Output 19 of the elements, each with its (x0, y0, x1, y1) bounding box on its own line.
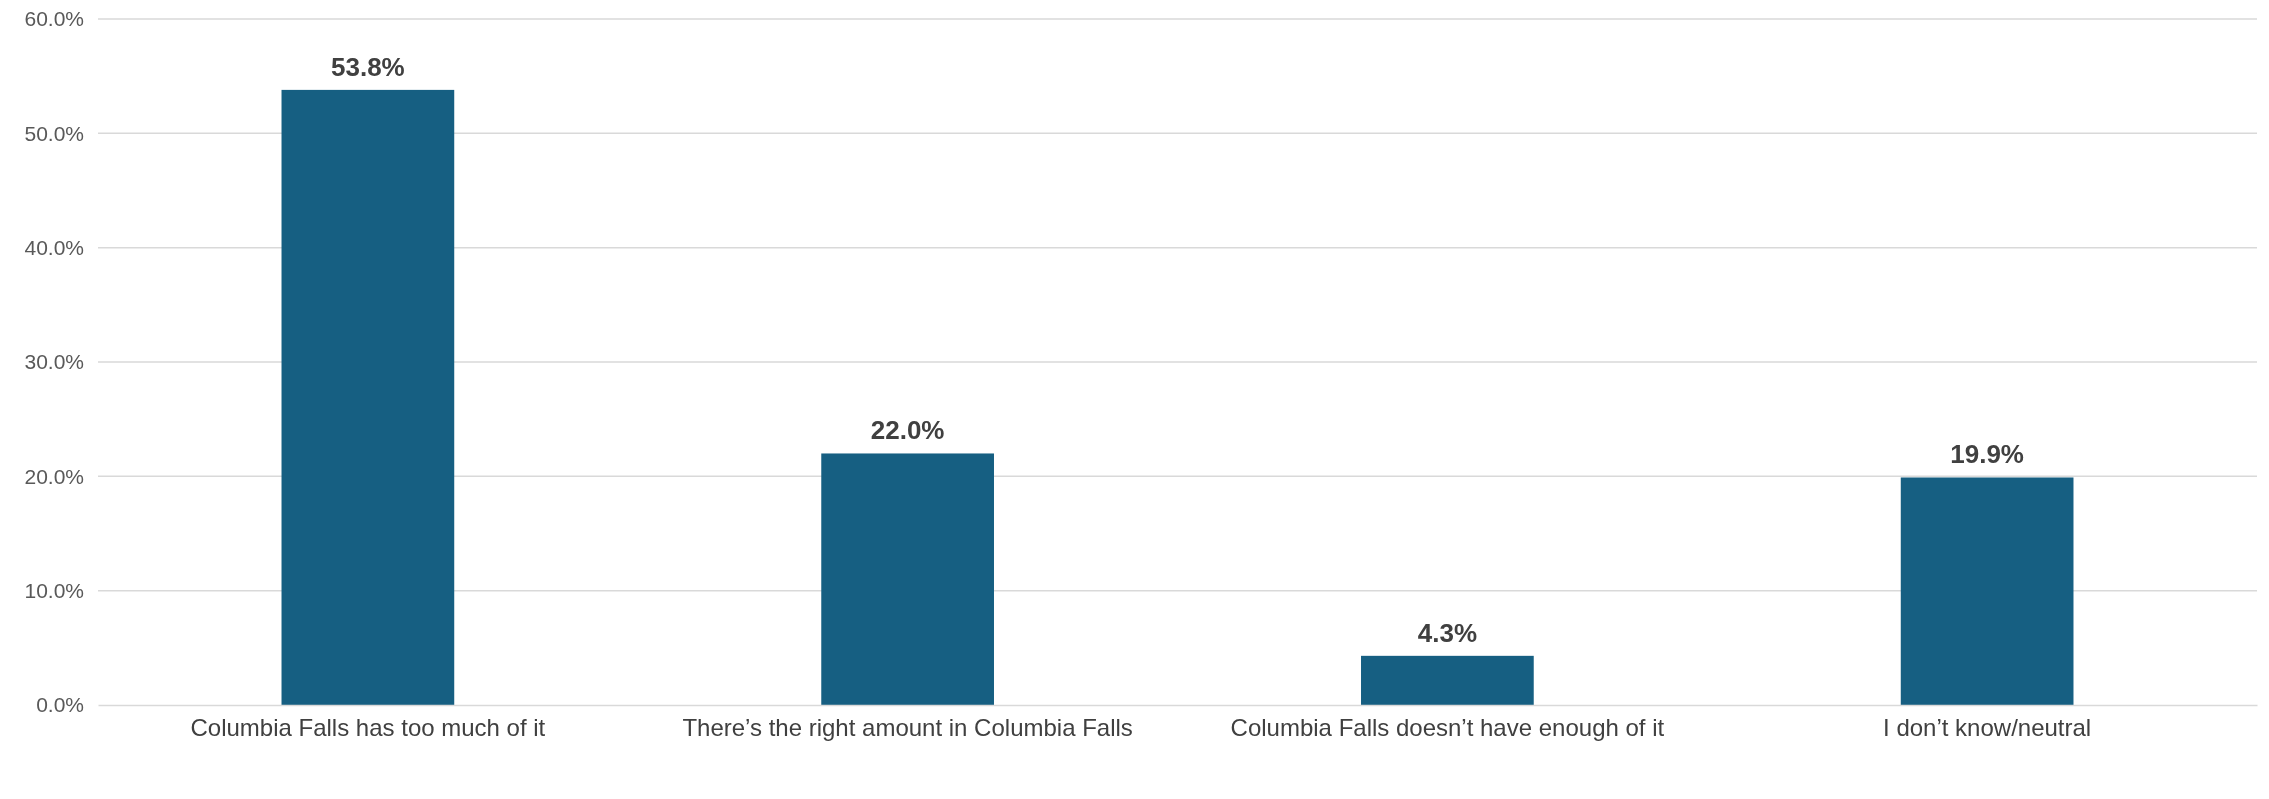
y-tick-label: 10.0% (24, 578, 84, 602)
data-label: 22.0% (870, 415, 945, 446)
x-tick-label: Columbia Falls has too much of it (190, 714, 546, 742)
y-tick-label: 50.0% (24, 121, 84, 145)
y-tick-label: 40.0% (24, 235, 84, 259)
y-tick-label: 0.0% (36, 693, 84, 717)
y-tick-label: 20.0% (24, 464, 84, 488)
bar (281, 89, 455, 705)
bar (821, 453, 994, 705)
y-tick-label: 30.0% (24, 350, 84, 374)
bar (1900, 477, 2074, 705)
y-tick-label: 60.0% (24, 7, 84, 31)
x-tick-label: Columbia Falls doesn’t have enough of it (1230, 714, 1665, 742)
bar (1361, 655, 1534, 705)
data-label: 19.9% (1950, 439, 2024, 470)
data-label: 4.3% (1417, 617, 1478, 648)
x-tick-label: I don’t know/neutral (1883, 714, 2092, 742)
data-label: 53.8% (331, 51, 405, 82)
x-tick-label: There’s the right amount in Columbia Falls (682, 714, 1133, 742)
